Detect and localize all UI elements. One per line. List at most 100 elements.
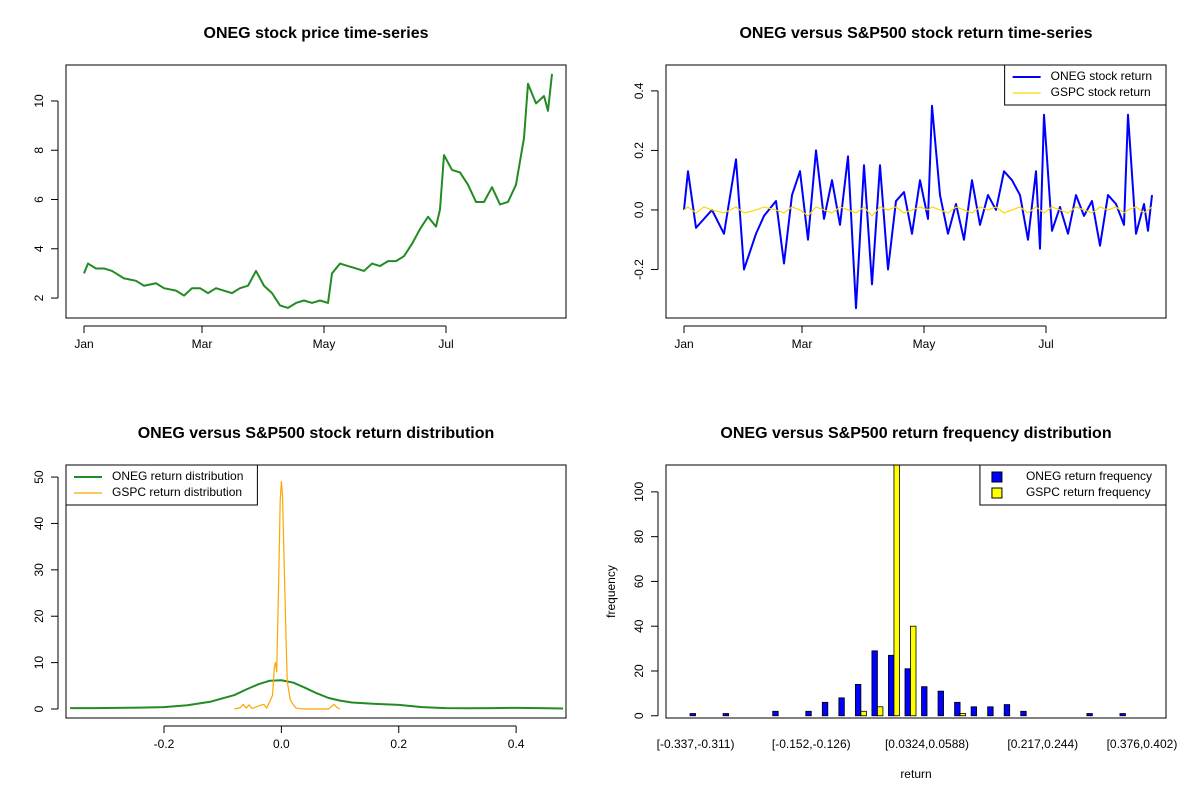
- bar: [888, 654, 895, 717]
- y-tick-label: 0.4: [632, 82, 646, 99]
- y-tick-label: 10: [32, 656, 46, 670]
- bar: [689, 713, 696, 717]
- bar: [910, 625, 917, 717]
- legend-label: ONEG return distribution: [112, 469, 243, 483]
- bar: [937, 690, 944, 717]
- bar: [987, 706, 994, 717]
- bar: [838, 697, 845, 717]
- legend-frame: [979, 464, 1167, 506]
- plot-frame: [65, 464, 567, 719]
- y-tick-label: 20: [32, 609, 46, 623]
- bar: [821, 701, 829, 717]
- y-tick-label: 10: [32, 94, 46, 108]
- x-tick-label: [0.376,0.402): [1107, 737, 1178, 751]
- plot-area: [70, 481, 564, 710]
- x-tick-label: [0.217,0.244): [1007, 737, 1078, 751]
- y-tick-label: 6: [32, 196, 46, 203]
- bar: [893, 465, 900, 717]
- bar: [871, 650, 878, 717]
- bar: [921, 686, 928, 717]
- y-tick-label: 100: [632, 482, 646, 502]
- legend-swatch: [991, 471, 1003, 483]
- plot-area: [83, 73, 553, 309]
- legend-label: GSPC return distribution: [112, 485, 242, 499]
- plot-area: [683, 104, 1153, 310]
- y-tick-label: 40: [32, 516, 46, 530]
- series-line: [683, 206, 1153, 217]
- plot-frame: [665, 64, 1167, 319]
- y-tick-label: 0: [632, 712, 646, 719]
- legend-frame: [65, 464, 258, 506]
- x-tick-label: May: [313, 337, 336, 351]
- x-tick-label: [-0.337,-0.311): [657, 737, 735, 751]
- series-line: [70, 679, 564, 710]
- legend-label: ONEG stock return: [1051, 69, 1152, 83]
- y-tick-label: 50: [32, 470, 46, 484]
- x-tick-label: Mar: [192, 337, 213, 351]
- y-tick-label: 4: [32, 245, 46, 252]
- legend: ONEG stock return GSPC stock return: [1004, 64, 1167, 106]
- x-tick-label: 0.4: [508, 737, 525, 751]
- bar: [772, 710, 779, 717]
- bar: [877, 706, 884, 717]
- bar: [1003, 704, 1011, 717]
- chart-title: ONEG versus S&P500 stock return time-ser…: [739, 25, 1092, 42]
- series-line: [683, 104, 1153, 310]
- plot-frame: [65, 64, 567, 319]
- panel: ONEG stock price time-series 2 4 6 8 10 Jan Mar…: [32, 25, 567, 351]
- series-line: [83, 73, 553, 309]
- bar: [954, 701, 961, 717]
- x-tick-label: Jul: [1038, 337, 1053, 351]
- legend: ONEG return frequency GSPC return frequen…: [979, 464, 1167, 506]
- y-tick-label: -0.2: [632, 259, 646, 280]
- panel: ONEG versus S&P500 stock return distribu…: [32, 425, 567, 751]
- panel: ONEG versus S&P500 return frequency dist…: [604, 425, 1177, 781]
- x-tick-label: May: [913, 337, 936, 351]
- legend-swatch: [991, 487, 1003, 499]
- legend-label: ONEG return frequency: [1026, 469, 1152, 483]
- series-line: [234, 481, 341, 710]
- y-tick-label: 0.0: [632, 201, 646, 218]
- panel: ONEG versus S&P500 stock return time-ser…: [632, 25, 1167, 351]
- chart-title: ONEG stock price time-series: [204, 25, 429, 42]
- x-tick-label: Mar: [792, 337, 813, 351]
- x-tick-label: Jul: [438, 337, 453, 351]
- chart-title: ONEG versus S&P500 return frequency dist…: [720, 425, 1111, 442]
- y-axis-label: frequency: [604, 565, 618, 618]
- bar: [904, 668, 911, 717]
- plot-area: [689, 465, 1126, 717]
- bar: [970, 706, 978, 717]
- x-tick-label: 0.2: [390, 737, 407, 751]
- x-tick-label: Jan: [74, 337, 93, 351]
- legend-frame: [1004, 64, 1167, 106]
- y-tick-label: 0: [32, 705, 46, 712]
- bar: [1086, 713, 1093, 717]
- y-tick-label: 0.2: [632, 142, 646, 159]
- legend-label: GSPC return frequency: [1026, 485, 1151, 499]
- chart-title: ONEG versus S&P500 stock return distribu…: [138, 425, 495, 442]
- plot-frame: [665, 464, 1167, 719]
- y-tick-label: 20: [632, 664, 646, 678]
- x-axis-label: return: [900, 767, 931, 781]
- bar: [959, 713, 967, 717]
- bar: [1020, 710, 1027, 717]
- legend-label: GSPC stock return: [1051, 85, 1151, 99]
- y-tick-label: 8: [32, 147, 46, 154]
- bar: [1119, 713, 1126, 717]
- y-tick-label: 60: [632, 574, 646, 588]
- bar: [722, 713, 730, 717]
- y-tick-label: 2: [32, 294, 46, 301]
- x-tick-label: [0.0324,0.0588): [885, 737, 969, 751]
- legend: ONEG return distribution GSPC return dist…: [65, 464, 258, 506]
- x-tick-label: [-0.152,-0.126): [772, 737, 851, 751]
- bar: [805, 710, 812, 717]
- x-tick-label: -0.2: [154, 737, 175, 751]
- bar: [860, 710, 867, 717]
- y-tick-label: 30: [32, 563, 46, 577]
- x-tick-label: 0.0: [273, 737, 290, 751]
- y-tick-label: 80: [632, 530, 646, 544]
- y-tick-label: 40: [632, 619, 646, 633]
- x-tick-label: Jan: [674, 337, 693, 351]
